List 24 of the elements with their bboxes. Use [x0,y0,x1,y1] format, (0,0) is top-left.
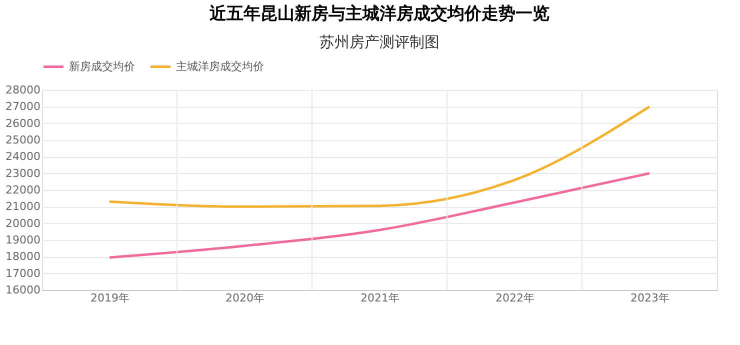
chart-subtitle: 苏州房产测评制图 [320,33,440,51]
chart-title: 近五年昆山新房与主城洋房成交均价走势一览 [208,4,550,24]
x-tick-label: 2019年 [90,292,130,304]
x-tick-label: 2020年 [226,292,264,304]
y-tick-label: 20000 [6,216,40,230]
legend-label: 新房成交均价 [69,60,135,73]
y-tick-label: 19000 [6,234,40,246]
y-tick-label: 21000 [6,200,40,214]
y-tick-label: 27000 [6,100,40,114]
line-series [108,172,651,259]
y-tick-label: 17000 [6,266,40,280]
y-tick-label: 18000 [6,250,40,264]
x-tick-label: 2022年 [496,292,534,304]
x-tick-label: 2021年 [360,292,400,304]
y-tick-label: 24000 [6,150,40,164]
y-tick-label: 23000 [6,166,40,180]
y-tick-label: 26000 [6,116,40,130]
y-tick-label: 28000 [6,84,40,96]
x-tick-label: 2023年 [630,292,670,304]
legend-label: 主城洋房成交均价 [176,60,264,73]
line-series [108,105,651,208]
y-tick-label: 25000 [6,134,40,146]
y-tick-label: 22000 [6,184,40,196]
y-tick-label: 16000 [6,284,40,296]
